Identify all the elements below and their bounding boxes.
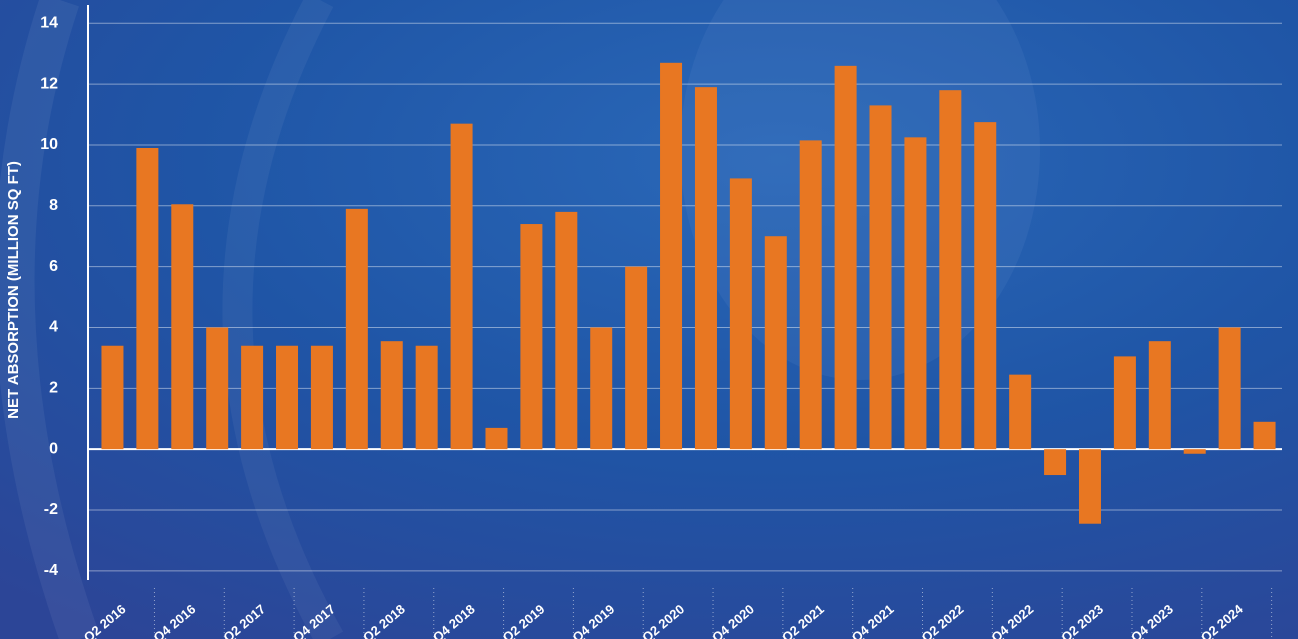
y-axis-label: NET ABSORPTION (MILLION SQ FT) [5, 161, 22, 419]
bar [869, 105, 892, 450]
bar [1218, 327, 1241, 450]
bar [974, 122, 997, 450]
bar [834, 65, 857, 450]
bar [694, 87, 717, 450]
y-tick-label: 12 [40, 75, 58, 92]
y-tick-label: 2 [49, 380, 58, 397]
bar [1009, 374, 1032, 450]
bar [799, 140, 822, 450]
bar [101, 345, 124, 450]
bar [345, 208, 368, 450]
y-tick-label: 8 [49, 197, 58, 214]
bar [590, 327, 613, 450]
bar [1113, 356, 1136, 450]
bar [485, 427, 508, 450]
bar [729, 178, 752, 450]
bar [1044, 449, 1067, 476]
bar [1253, 421, 1276, 450]
bar [310, 345, 333, 450]
bar [241, 345, 264, 450]
bar [276, 345, 299, 450]
bar [1078, 449, 1101, 524]
bar [660, 62, 683, 450]
bar [415, 345, 438, 450]
bar [625, 266, 648, 450]
bar [1148, 341, 1171, 450]
y-tick-label: 4 [49, 319, 58, 336]
decor-arc [0, 0, 99, 639]
bar [206, 327, 229, 450]
y-tick-label: 14 [40, 14, 58, 31]
y-tick-label: -4 [44, 562, 58, 579]
bar [555, 211, 578, 450]
bar [904, 137, 927, 450]
bar [136, 147, 159, 450]
y-tick-label: -2 [44, 501, 58, 518]
decor-arc [222, 0, 344, 639]
y-tick-label: 6 [49, 258, 58, 275]
bar [1183, 449, 1206, 454]
bar [380, 341, 403, 450]
bar [520, 224, 543, 450]
y-tick-label: 10 [40, 136, 58, 153]
y-tick-label: 0 [49, 440, 58, 457]
bar [939, 90, 962, 450]
bar [171, 204, 194, 450]
bar [764, 236, 787, 450]
bar [450, 123, 473, 450]
